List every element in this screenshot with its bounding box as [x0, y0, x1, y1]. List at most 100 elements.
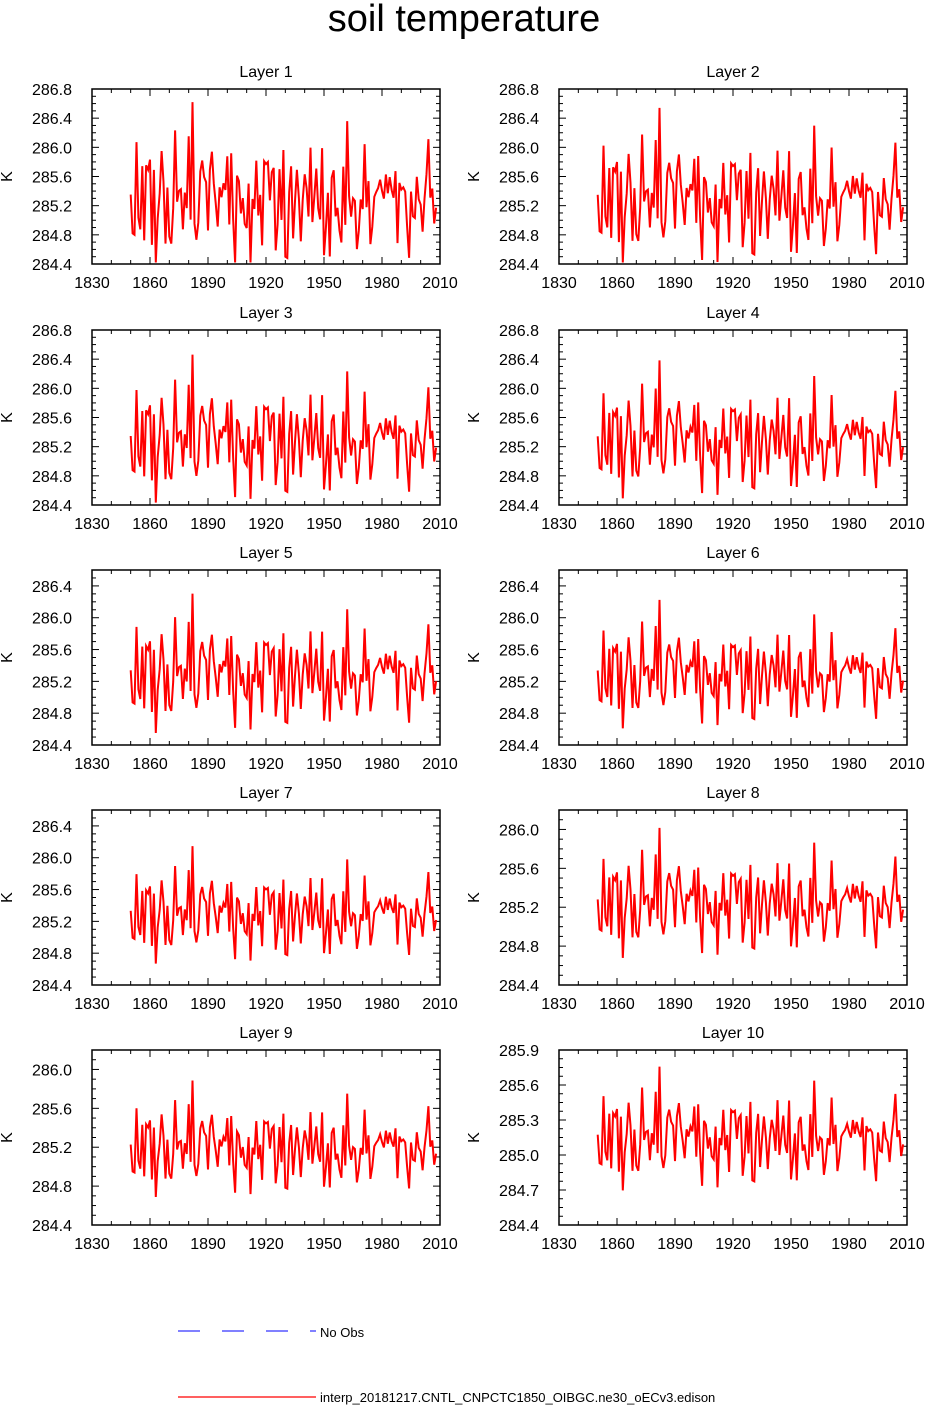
series-line — [129, 846, 438, 964]
y-tick-label: 285.2 — [499, 900, 539, 917]
x-tick-label: 1950 — [773, 756, 809, 773]
y-tick-label: 285.6 — [499, 170, 539, 187]
panel-title: Layer 5 — [239, 545, 292, 562]
x-tick-label: 1980 — [831, 996, 867, 1013]
panel-title: Layer 8 — [706, 785, 759, 802]
x-tick-label: 2010 — [422, 1236, 458, 1253]
y-tick-label: 286.0 — [32, 851, 72, 868]
y-tick-label: 285.2 — [32, 440, 72, 457]
y-axis-label: K — [0, 412, 16, 423]
figure-title: soil temperature — [327, 0, 601, 40]
panel-layer-3: 1830 1860 1890 1920 1950 1980 2010 284.4 284.8 28… — [0, 305, 458, 533]
y-tick-label: 285.6 — [32, 643, 72, 660]
x-tick-label: 1920 — [248, 275, 284, 292]
x-tick-label: 1950 — [773, 516, 809, 533]
x-tick-label: 1920 — [248, 996, 284, 1013]
y-tick-label: 286.4 — [499, 111, 539, 128]
y-tick-label: 285.6 — [499, 411, 539, 428]
x-tick-label: 1860 — [599, 516, 635, 533]
y-tick-label: 285.6 — [499, 861, 539, 878]
x-tick-label: 2010 — [889, 516, 925, 533]
panel-layer-9: 1830 1860 1890 1920 1950 1980 2010 284.4 284.8 28… — [0, 1025, 458, 1253]
x-tick-label: 1920 — [248, 756, 284, 773]
x-tick-label: 1920 — [248, 1236, 284, 1253]
panel-layer-5: 1830 1860 1890 1920 1950 1980 2010 284.4 284.8 28… — [0, 545, 458, 773]
panel-title: Layer 9 — [239, 1025, 292, 1042]
y-tick-label: 286.0 — [32, 611, 72, 628]
plot-frame — [558, 569, 908, 746]
series-line — [596, 827, 905, 958]
y-axis-label: K — [0, 1132, 16, 1143]
series-line — [129, 593, 438, 734]
panel-title: Layer 7 — [239, 785, 292, 802]
x-tick-label: 1920 — [715, 756, 751, 773]
y-tick-label: 285.0 — [499, 1148, 539, 1165]
y-tick-label: 285.2 — [32, 674, 72, 691]
x-tick-label: 1830 — [541, 1236, 577, 1253]
panel-title: Layer 6 — [706, 545, 759, 562]
y-tick-label: 285.6 — [32, 411, 72, 428]
x-tick-label: 1980 — [831, 516, 867, 533]
panel-layer-2: 1830 1860 1890 1920 1950 1980 2010 284.4 284.8 28… — [466, 64, 925, 292]
panel-title: Layer 2 — [706, 64, 759, 81]
x-tick-label: 1860 — [132, 1236, 168, 1253]
y-tick-label: 284.4 — [499, 738, 539, 755]
y-tick-label: 285.6 — [32, 170, 72, 187]
x-tick-label: 1890 — [190, 516, 226, 533]
y-tick-label: 285.2 — [32, 199, 72, 216]
x-tick-label: 1980 — [364, 756, 400, 773]
y-tick-label: 286.0 — [499, 381, 539, 398]
y-axis-label: K — [466, 412, 483, 423]
x-tick-label: 1950 — [306, 516, 342, 533]
x-tick-label: 1980 — [364, 996, 400, 1013]
plot-frame — [91, 809, 441, 986]
y-tick-label: 286.0 — [32, 381, 72, 398]
x-tick-label: 1920 — [248, 516, 284, 533]
x-tick-label: 1920 — [715, 516, 751, 533]
y-tick-label: 284.8 — [32, 1179, 72, 1196]
y-axis-label: K — [0, 171, 16, 182]
series-line — [596, 599, 905, 729]
y-tick-label: 286.0 — [499, 140, 539, 157]
panel-layer-7: 1830 1860 1890 1920 1950 1980 2010 284.4 284.8 28… — [0, 785, 458, 1013]
y-tick-label: 286.0 — [499, 611, 539, 628]
x-tick-label: 1890 — [190, 275, 226, 292]
y-tick-label: 286.8 — [32, 323, 72, 340]
y-tick-label: 284.8 — [499, 706, 539, 723]
x-tick-label: 1950 — [306, 1236, 342, 1253]
x-tick-label: 2010 — [889, 275, 925, 292]
x-tick-label: 1830 — [74, 275, 110, 292]
x-tick-label: 1890 — [190, 996, 226, 1013]
panel-title: Layer 4 — [706, 305, 759, 322]
x-tick-label: 1830 — [74, 1236, 110, 1253]
x-tick-label: 2010 — [889, 756, 925, 773]
y-tick-label: 285.3 — [499, 1113, 539, 1130]
series-line — [129, 102, 438, 263]
y-tick-label: 285.6 — [32, 883, 72, 900]
x-tick-label: 2010 — [422, 275, 458, 292]
y-tick-label: 285.2 — [499, 440, 539, 457]
y-tick-label: 286.0 — [32, 140, 72, 157]
x-tick-label: 2010 — [422, 756, 458, 773]
x-tick-label: 1860 — [599, 1236, 635, 1253]
series-line — [129, 1080, 438, 1198]
y-tick-label: 285.2 — [499, 674, 539, 691]
y-tick-label: 286.4 — [499, 579, 539, 596]
y-tick-label: 284.7 — [499, 1183, 539, 1200]
y-tick-label: 284.4 — [32, 257, 72, 274]
legend-obs-label: No Obs — [320, 1325, 365, 1340]
x-tick-label: 1860 — [132, 756, 168, 773]
x-tick-label: 1830 — [74, 756, 110, 773]
y-tick-label: 284.8 — [499, 939, 539, 956]
y-tick-label: 284.4 — [32, 1218, 72, 1235]
x-tick-label: 1920 — [715, 1236, 751, 1253]
x-tick-label: 1890 — [657, 516, 693, 533]
x-tick-label: 1830 — [541, 275, 577, 292]
y-tick-label: 286.8 — [32, 82, 72, 99]
panel-layer-4: 1830 1860 1890 1920 1950 1980 2010 284.4 284.8 28… — [466, 305, 925, 533]
y-tick-label: 285.9 — [499, 1043, 539, 1060]
y-tick-label: 284.8 — [32, 228, 72, 245]
x-tick-label: 1890 — [190, 1236, 226, 1253]
x-tick-label: 1830 — [541, 996, 577, 1013]
